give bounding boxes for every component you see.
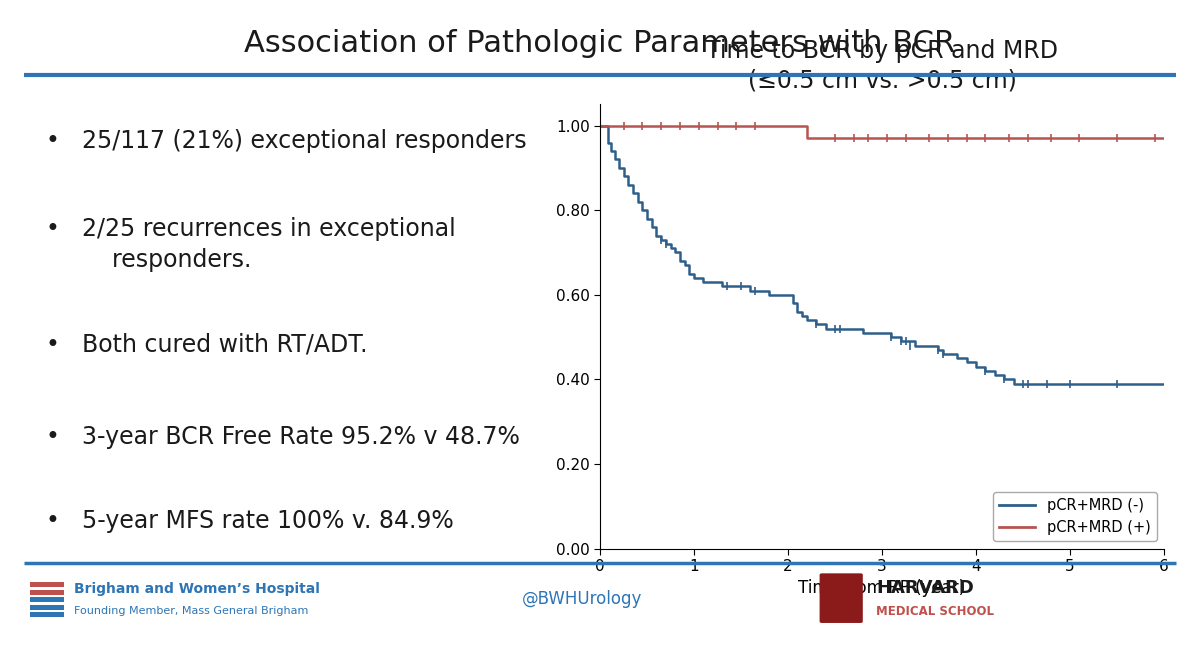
Text: 25/117 (21%) exceptional responders: 25/117 (21%) exceptional responders (82, 129, 527, 153)
Text: Association of Pathologic Parameters with BCR: Association of Pathologic Parameters wit… (245, 29, 955, 58)
pCR+MRD (-) (635, 206, 649, 214)
Text: •: • (46, 129, 59, 153)
pCR+MRD (-) (978, 367, 992, 375)
Title: Time to BCR by pCR and MRD
(≤0.5 cm vs. >0.5 cm): Time to BCR by pCR and MRD (≤0.5 cm vs. … (706, 39, 1058, 93)
pCR+MRD (+) (1157, 135, 1171, 142)
pCR+MRD (-) (1157, 379, 1171, 387)
Text: MEDICAL SCHOOL: MEDICAL SCHOOL (876, 605, 994, 618)
pCR+MRD (+) (734, 121, 749, 129)
Text: 5-year MFS rate 100% v. 84.9%: 5-year MFS rate 100% v. 84.9% (82, 509, 454, 533)
pCR+MRD (-) (818, 325, 833, 332)
pCR+MRD (-) (691, 274, 706, 282)
Line: pCR+MRD (+): pCR+MRD (+) (600, 125, 1164, 138)
pCR+MRD (+) (828, 135, 842, 142)
pCR+MRD (+) (1063, 135, 1078, 142)
Text: HARVARD: HARVARD (876, 579, 974, 597)
Text: Both cured with RT/ADT.: Both cured with RT/ADT. (82, 332, 367, 357)
pCR+MRD (-) (1007, 379, 1021, 387)
pCR+MRD (+) (968, 135, 983, 142)
Text: 3-year BCR Free Rate 95.2% v 48.7%: 3-year BCR Free Rate 95.2% v 48.7% (82, 425, 520, 449)
pCR+MRD (+) (799, 135, 814, 142)
pCR+MRD (-) (988, 371, 1002, 379)
Text: •: • (46, 217, 59, 240)
pCR+MRD (+) (781, 121, 796, 129)
pCR+MRD (+) (593, 121, 607, 129)
Text: •: • (46, 332, 59, 357)
pCR+MRD (+) (1015, 135, 1030, 142)
Text: Brigham and Women’s Hospital: Brigham and Women’s Hospital (74, 582, 320, 596)
Text: Founding Member, Mass General Brigham: Founding Member, Mass General Brigham (74, 605, 308, 616)
Text: •: • (46, 425, 59, 449)
pCR+MRD (+) (875, 135, 889, 142)
Text: 2/25 recurrences in exceptional
    responders.: 2/25 recurrences in exceptional responde… (82, 217, 456, 272)
X-axis label: Time from RP (year): Time from RP (year) (798, 579, 966, 597)
pCR+MRD (+) (640, 121, 654, 129)
pCR+MRD (-) (668, 249, 683, 257)
Line: pCR+MRD (-): pCR+MRD (-) (600, 125, 1164, 383)
pCR+MRD (+) (922, 135, 936, 142)
Text: @BWHUrology: @BWHUrology (522, 590, 642, 609)
Text: •: • (46, 509, 59, 533)
pCR+MRD (+) (790, 121, 804, 129)
Legend: pCR+MRD (-), pCR+MRD (+): pCR+MRD (-), pCR+MRD (+) (994, 492, 1157, 541)
pCR+MRD (+) (686, 121, 701, 129)
pCR+MRD (-) (593, 121, 607, 129)
pCR+MRD (+) (1110, 135, 1124, 142)
